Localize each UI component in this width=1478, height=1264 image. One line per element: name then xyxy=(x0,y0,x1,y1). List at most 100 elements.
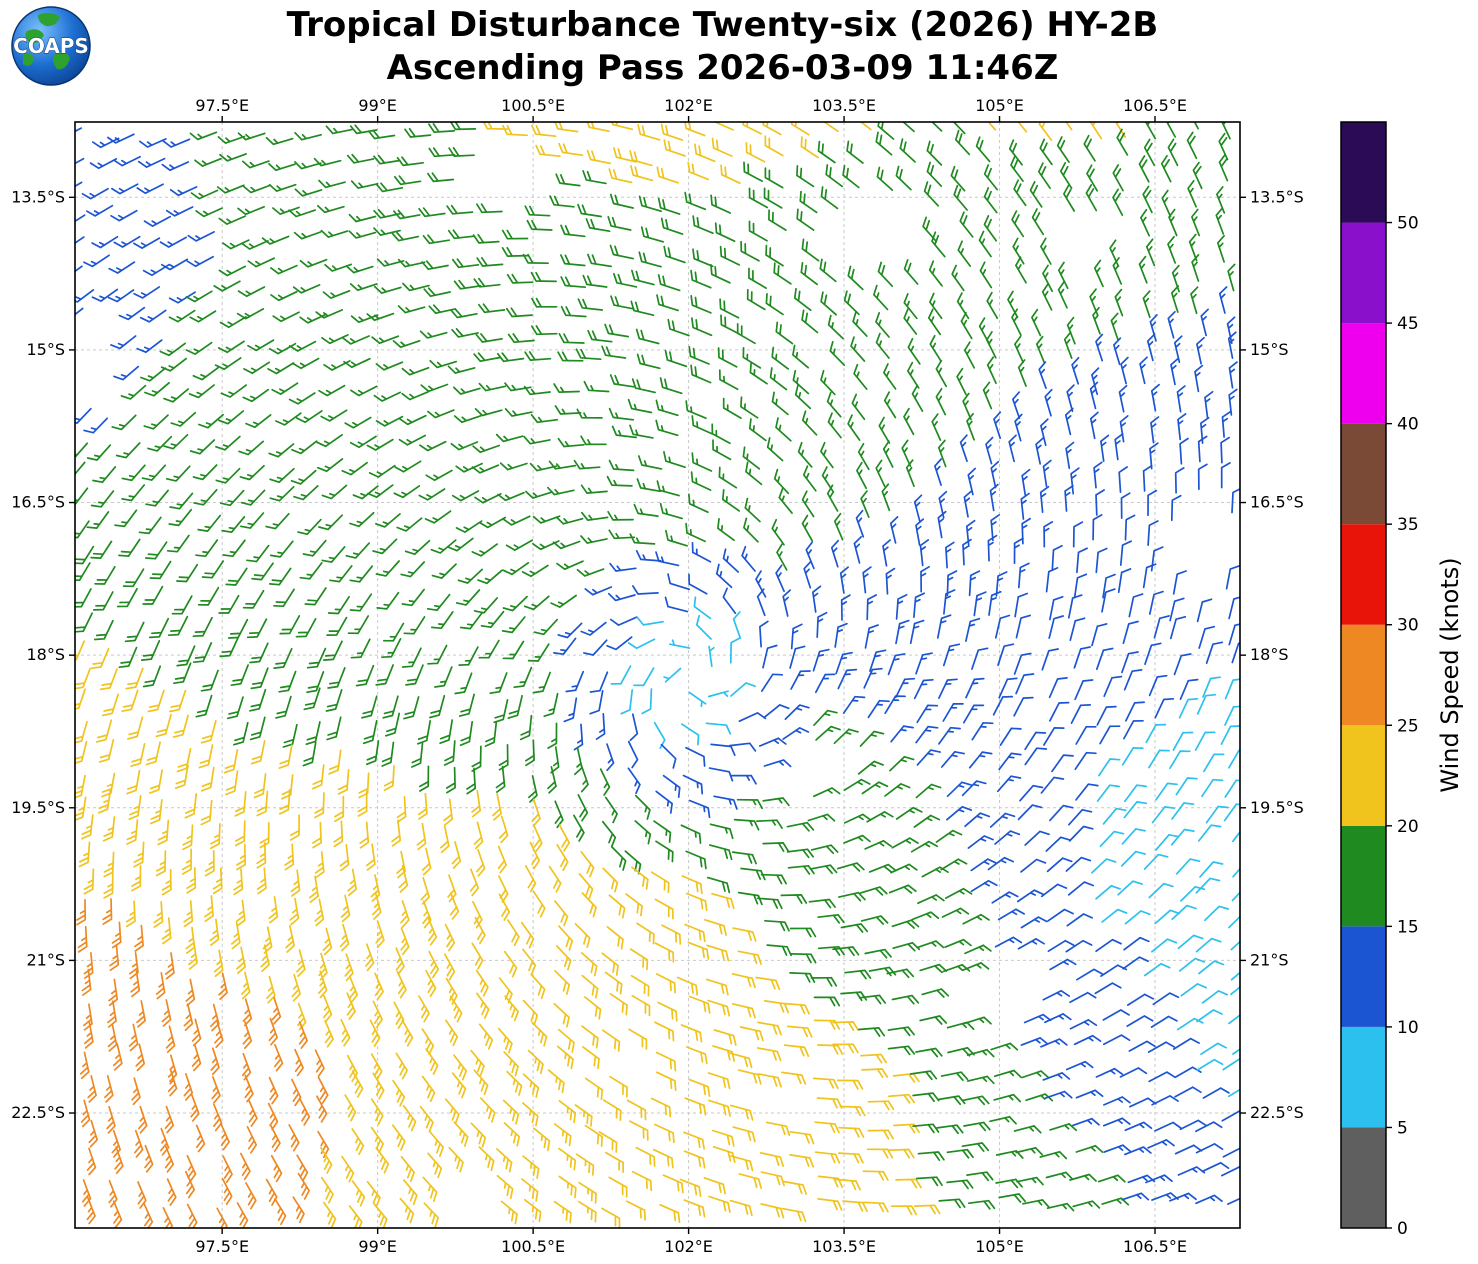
wind-barb xyxy=(1172,1037,1200,1050)
wind-barb xyxy=(732,1126,756,1143)
wind-barb xyxy=(676,976,699,996)
wind-barb xyxy=(1230,985,1240,996)
wind-barb xyxy=(1045,567,1059,593)
wind-barb xyxy=(186,1154,197,1183)
wind-barb xyxy=(634,820,652,845)
wind-barb xyxy=(1024,830,1050,846)
wind-barb xyxy=(629,424,654,439)
wind-barb xyxy=(499,462,528,471)
wind-barb xyxy=(685,892,708,912)
wind-barb xyxy=(717,347,738,368)
wind-barb xyxy=(907,337,921,365)
wind-barb xyxy=(391,231,420,242)
wind-barb xyxy=(521,1102,539,1127)
wind-barb xyxy=(296,949,306,977)
wind-barb xyxy=(138,516,162,535)
wind-barb xyxy=(439,719,454,745)
wind-barb xyxy=(663,245,686,264)
wind-barb xyxy=(344,416,372,429)
wind-barb xyxy=(1020,858,1047,873)
wind-barb xyxy=(195,694,213,718)
wind-barb xyxy=(126,819,139,845)
wind-barb xyxy=(607,592,636,602)
wind-barb xyxy=(445,977,458,1005)
wind-barb xyxy=(582,274,608,288)
wind-barb xyxy=(1122,956,1149,970)
wind-barb xyxy=(1138,255,1148,284)
wind-barb xyxy=(760,673,784,692)
wind-barb xyxy=(630,974,650,997)
wind-barb xyxy=(739,1026,764,1042)
wind-barb xyxy=(558,333,585,344)
wind-barb xyxy=(688,995,711,1014)
wind-barb xyxy=(970,879,998,893)
wind-barb xyxy=(1147,520,1159,546)
wind-barb xyxy=(532,671,551,694)
wind-barb xyxy=(990,514,1000,542)
wind-barb xyxy=(400,927,410,956)
wind-barb xyxy=(381,741,395,767)
wind-barb xyxy=(821,466,835,494)
wind-barb xyxy=(581,511,609,522)
wind-barb xyxy=(102,898,113,925)
wind-barb xyxy=(289,814,300,841)
wind-barb xyxy=(1123,719,1144,740)
wind-barb xyxy=(504,382,532,392)
wind-barb xyxy=(1091,623,1108,647)
wind-barb xyxy=(393,485,421,499)
wind-barb xyxy=(86,1147,97,1176)
axis-tick-label-right: 18°S xyxy=(1250,645,1289,664)
axis-tick-label-bottom: 106.5°E xyxy=(1123,1237,1187,1256)
wind-barb xyxy=(185,341,213,355)
wind-barb xyxy=(148,617,170,639)
wind-barb xyxy=(140,367,167,382)
wind-barb xyxy=(741,545,756,572)
wind-barb xyxy=(1195,1143,1224,1154)
wind-barb xyxy=(268,342,297,355)
wind-barb xyxy=(249,716,266,741)
wind-barb xyxy=(715,563,733,589)
wind-barb xyxy=(93,619,114,641)
wind-barb xyxy=(90,647,110,670)
wind-barb xyxy=(320,409,348,422)
wind-barb xyxy=(401,1019,414,1047)
wind-barb xyxy=(1010,155,1024,182)
wind-barb xyxy=(607,510,634,521)
wind-barb xyxy=(470,1122,487,1148)
wind-barb xyxy=(796,208,815,231)
wind-barb xyxy=(250,667,269,690)
colorbar-tick-label: 50 xyxy=(1397,214,1419,234)
wind-barb xyxy=(1064,407,1074,436)
wind-barb xyxy=(606,926,624,950)
wind-barb xyxy=(75,688,86,710)
wind-barb xyxy=(523,1198,542,1223)
wind-barb xyxy=(1037,162,1051,190)
wind-barb xyxy=(501,229,529,240)
wind-barb xyxy=(532,890,546,918)
wind-barb xyxy=(1121,828,1146,845)
wind-barb xyxy=(601,1029,621,1052)
wind-barb xyxy=(126,769,141,795)
wind-barb xyxy=(839,1105,866,1117)
wind-barb xyxy=(504,408,533,417)
wind-barb xyxy=(967,1199,996,1210)
wind-barb xyxy=(599,768,611,796)
wind-barb xyxy=(915,1176,943,1187)
wind-barb xyxy=(931,231,946,258)
wind-barb xyxy=(1179,1119,1208,1131)
wind-barb xyxy=(495,1148,513,1173)
wind-barb xyxy=(193,488,218,506)
wind-barb xyxy=(989,812,1016,828)
wind-barb xyxy=(522,253,549,265)
wind-barb xyxy=(189,131,218,141)
wind-barb xyxy=(970,858,998,872)
wind-barb xyxy=(218,972,228,1000)
wind-barb xyxy=(168,309,196,323)
wind-barb xyxy=(321,546,346,563)
wind-barb xyxy=(558,1099,577,1124)
wind-barb xyxy=(942,963,971,973)
wind-barb xyxy=(422,1176,438,1203)
wind-barb xyxy=(582,170,607,185)
wind-barb xyxy=(792,369,810,395)
wind-barb xyxy=(606,475,633,487)
